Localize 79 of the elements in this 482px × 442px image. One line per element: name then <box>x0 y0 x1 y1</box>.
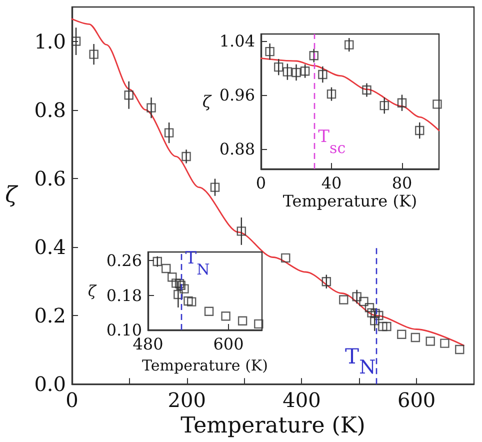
point <box>326 89 336 99</box>
point <box>370 308 380 318</box>
point <box>322 276 332 286</box>
point <box>300 66 310 76</box>
y-tick-label: 1.0 <box>34 29 66 54</box>
x-tick-label: 0 <box>66 388 78 412</box>
ref-line-label: TN <box>345 344 376 378</box>
y-tick-label: 0.18 <box>106 286 142 305</box>
point <box>71 36 81 46</box>
x-axis-title: Temperature (K) <box>142 356 268 374</box>
point <box>415 126 424 136</box>
point <box>344 40 354 50</box>
point <box>382 322 392 332</box>
point <box>124 90 134 100</box>
point <box>292 68 301 78</box>
point <box>364 303 374 312</box>
point <box>210 182 220 192</box>
point <box>397 98 407 108</box>
point <box>282 67 292 76</box>
point <box>374 310 384 320</box>
point <box>274 62 284 72</box>
point <box>265 46 274 56</box>
point <box>440 338 450 348</box>
line-series <box>260 58 440 132</box>
y-tick-label: 0.2 <box>34 304 66 328</box>
point <box>172 278 181 288</box>
y-tick-label: 0.8 <box>34 98 66 122</box>
point <box>380 100 389 110</box>
y-axis-title: ζ <box>88 282 97 300</box>
point <box>238 316 248 326</box>
point <box>180 284 189 294</box>
point <box>152 256 162 266</box>
point <box>309 51 318 60</box>
y-tick-label: 0.0 <box>34 372 66 396</box>
x-tick-label: 600 <box>213 334 244 354</box>
point <box>182 152 191 162</box>
point <box>236 226 246 236</box>
y-tick-label: 0.4 <box>34 234 66 259</box>
point <box>397 330 406 339</box>
point <box>174 290 183 300</box>
point <box>146 103 156 112</box>
point <box>370 316 380 326</box>
y-tick-label: 0.6 <box>34 166 66 190</box>
point <box>318 70 328 80</box>
point <box>281 253 290 263</box>
point <box>89 50 98 59</box>
x-tick-label: 40 <box>321 174 342 192</box>
point <box>339 295 348 304</box>
point <box>367 308 376 318</box>
x-tick-label: 400 <box>282 388 321 412</box>
x-tick-label: 200 <box>168 388 206 412</box>
point <box>254 319 264 329</box>
x-tick-label: 0 <box>256 174 266 192</box>
point <box>410 332 420 342</box>
x-axis-title: Temperature (K) <box>180 414 366 438</box>
x-tick-label: 480 <box>132 334 164 354</box>
y-axis-title: ζ <box>5 183 20 208</box>
point <box>352 292 362 302</box>
y-tick-label: 0.88 <box>219 139 255 158</box>
point <box>184 296 193 306</box>
point <box>378 322 388 332</box>
point <box>455 344 464 354</box>
point <box>186 297 196 306</box>
point <box>359 296 368 306</box>
x-axis-title: Temperature (K) <box>282 192 418 210</box>
point <box>432 100 442 109</box>
point <box>221 312 230 321</box>
point <box>164 128 174 138</box>
point <box>168 272 177 282</box>
y-tick-label: 0.96 <box>219 85 255 104</box>
point <box>426 336 435 346</box>
point <box>162 264 171 274</box>
y-tick-label: 1.04 <box>219 31 255 50</box>
y-axis-title: ζ <box>202 92 212 111</box>
y-tick-label: 0.26 <box>106 251 142 270</box>
x-tick-label: 80 <box>392 174 412 192</box>
point <box>204 306 214 316</box>
point <box>362 85 372 95</box>
x-tick-label: 600 <box>397 388 436 412</box>
